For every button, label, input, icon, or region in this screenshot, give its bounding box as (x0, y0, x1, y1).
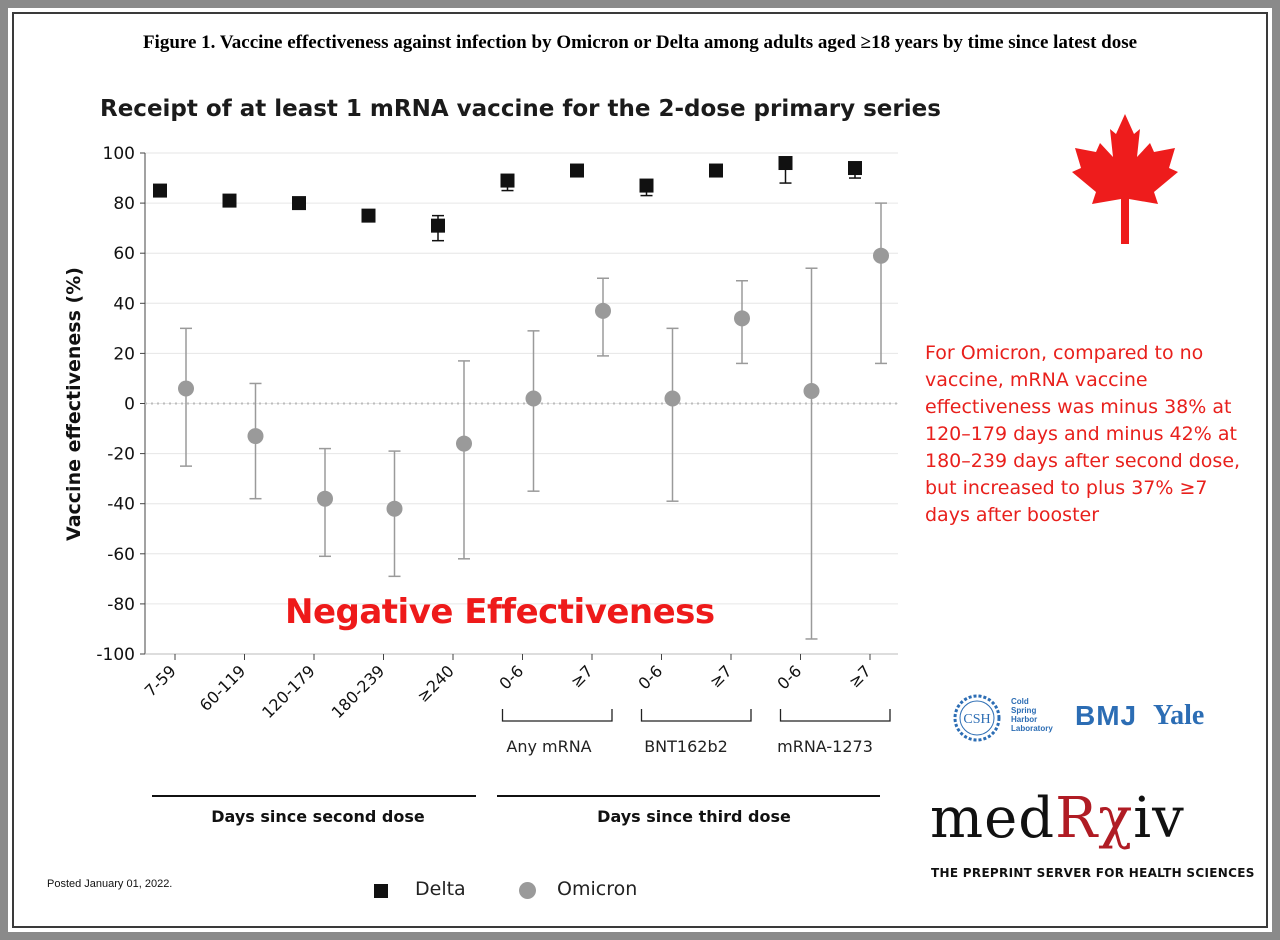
y-tick-label: 100 (103, 144, 135, 164)
subgroup-label-bnt162b2: BNT162b2 (644, 737, 728, 756)
legend-omicron-label: Omicron (557, 878, 638, 900)
medrxiv-tagline: THE PREPRINT SERVER FOR HEALTH SCIENCES (931, 866, 1255, 880)
y-tick-label: 0 (124, 395, 135, 415)
csh-logo-icon: CSH (953, 694, 1001, 742)
x-tick-label-0: 7-59 (141, 661, 180, 700)
x-tick-label-1: 60-119 (196, 661, 250, 715)
subgroup-label-mrna-1273: mRNA-1273 (777, 737, 873, 756)
legend-delta-marker (374, 884, 388, 898)
omicron-point-8 (734, 310, 750, 327)
y-tick-label: 80 (113, 194, 135, 214)
delta-point-7 (639, 178, 654, 193)
omicron-point-3 (386, 500, 403, 517)
omicron-point-10 (873, 247, 889, 264)
subgroup-bracket-0 (501, 709, 613, 722)
subgroup-label-any-mrna: Any mRNA (506, 737, 592, 756)
y-tick-label: -100 (96, 645, 135, 665)
x-tick-label-5: 0-6 (495, 661, 527, 693)
omicron-point-7 (664, 390, 681, 407)
bmj-logo: BMJ (1075, 700, 1138, 731)
delta-point-0 (153, 183, 167, 198)
delta-point-6 (570, 163, 584, 178)
delta-point-1 (222, 193, 237, 208)
posted-date: Posted January 01, 2022. (47, 878, 173, 890)
subgroup-bracket-2 (779, 709, 891, 722)
y-axis-label: Vaccine effectiveness (%) (63, 267, 85, 541)
yale-logo: Yale (1153, 700, 1205, 731)
csh-logo-wordmark: Cold Spring Harbor Laboratory (1011, 697, 1053, 733)
delta-point-5 (500, 173, 515, 188)
delta-point-3 (361, 208, 376, 223)
delta-point-9 (778, 156, 793, 171)
x-tick-label-2: 120-179 (258, 661, 319, 722)
y-tick-label: 20 (113, 344, 135, 364)
x-tick-label-6: ≥7 (567, 661, 597, 691)
x-tick-label-8: ≥7 (706, 661, 736, 691)
x-tick-label-7: 0-6 (634, 661, 666, 693)
omicron-point-6 (595, 302, 611, 319)
y-tick-label: -20 (107, 445, 135, 465)
y-tick-label: 40 (113, 294, 135, 314)
delta-point-10 (848, 161, 862, 176)
x-tick-label-3: 180-239 (328, 661, 389, 722)
delta-point-8 (709, 163, 723, 178)
plot-area (145, 151, 898, 654)
y-tick-label: -80 (107, 595, 135, 615)
legend-delta-label: Delta (415, 878, 466, 900)
chart-title: Receipt of at least 1 mRNA vaccine for t… (100, 96, 941, 122)
negative-effectiveness-label: Negative Effectiveness (285, 592, 715, 632)
canada-maple-leaf-icon (1072, 114, 1178, 244)
omicron-note: For Omicron, compared to no vaccine, mRN… (925, 342, 1241, 526)
medrxiv-logo: medRχiv (930, 786, 1185, 851)
x-tick-label-4: ≥240 (413, 661, 458, 706)
x-group-title-second-dose: Days since second dose (211, 807, 425, 826)
delta-point-4 (431, 218, 445, 233)
omicron-point-9 (803, 382, 820, 399)
y-tick-label: 60 (113, 244, 135, 264)
delta-point-2 (292, 196, 306, 211)
y-tick-label: -60 (107, 545, 135, 565)
x-group-title-third-dose: Days since third dose (597, 807, 791, 826)
omicron-point-2 (317, 490, 333, 507)
y-tick-label: -40 (107, 495, 135, 515)
omicron-point-1 (247, 428, 264, 445)
legend-omicron-marker (519, 882, 536, 899)
x-tick-label-10: ≥7 (845, 661, 875, 691)
omicron-point-4 (456, 435, 472, 452)
omicron-point-0 (178, 380, 194, 397)
csh-logo-text: CSH (963, 712, 990, 727)
figure-title: Figure 1. Vaccine effectiveness against … (142, 32, 1138, 53)
omicron-point-5 (525, 390, 542, 407)
subgroup-bracket-1 (640, 709, 752, 722)
x-tick-label-9: 0-6 (773, 661, 805, 693)
